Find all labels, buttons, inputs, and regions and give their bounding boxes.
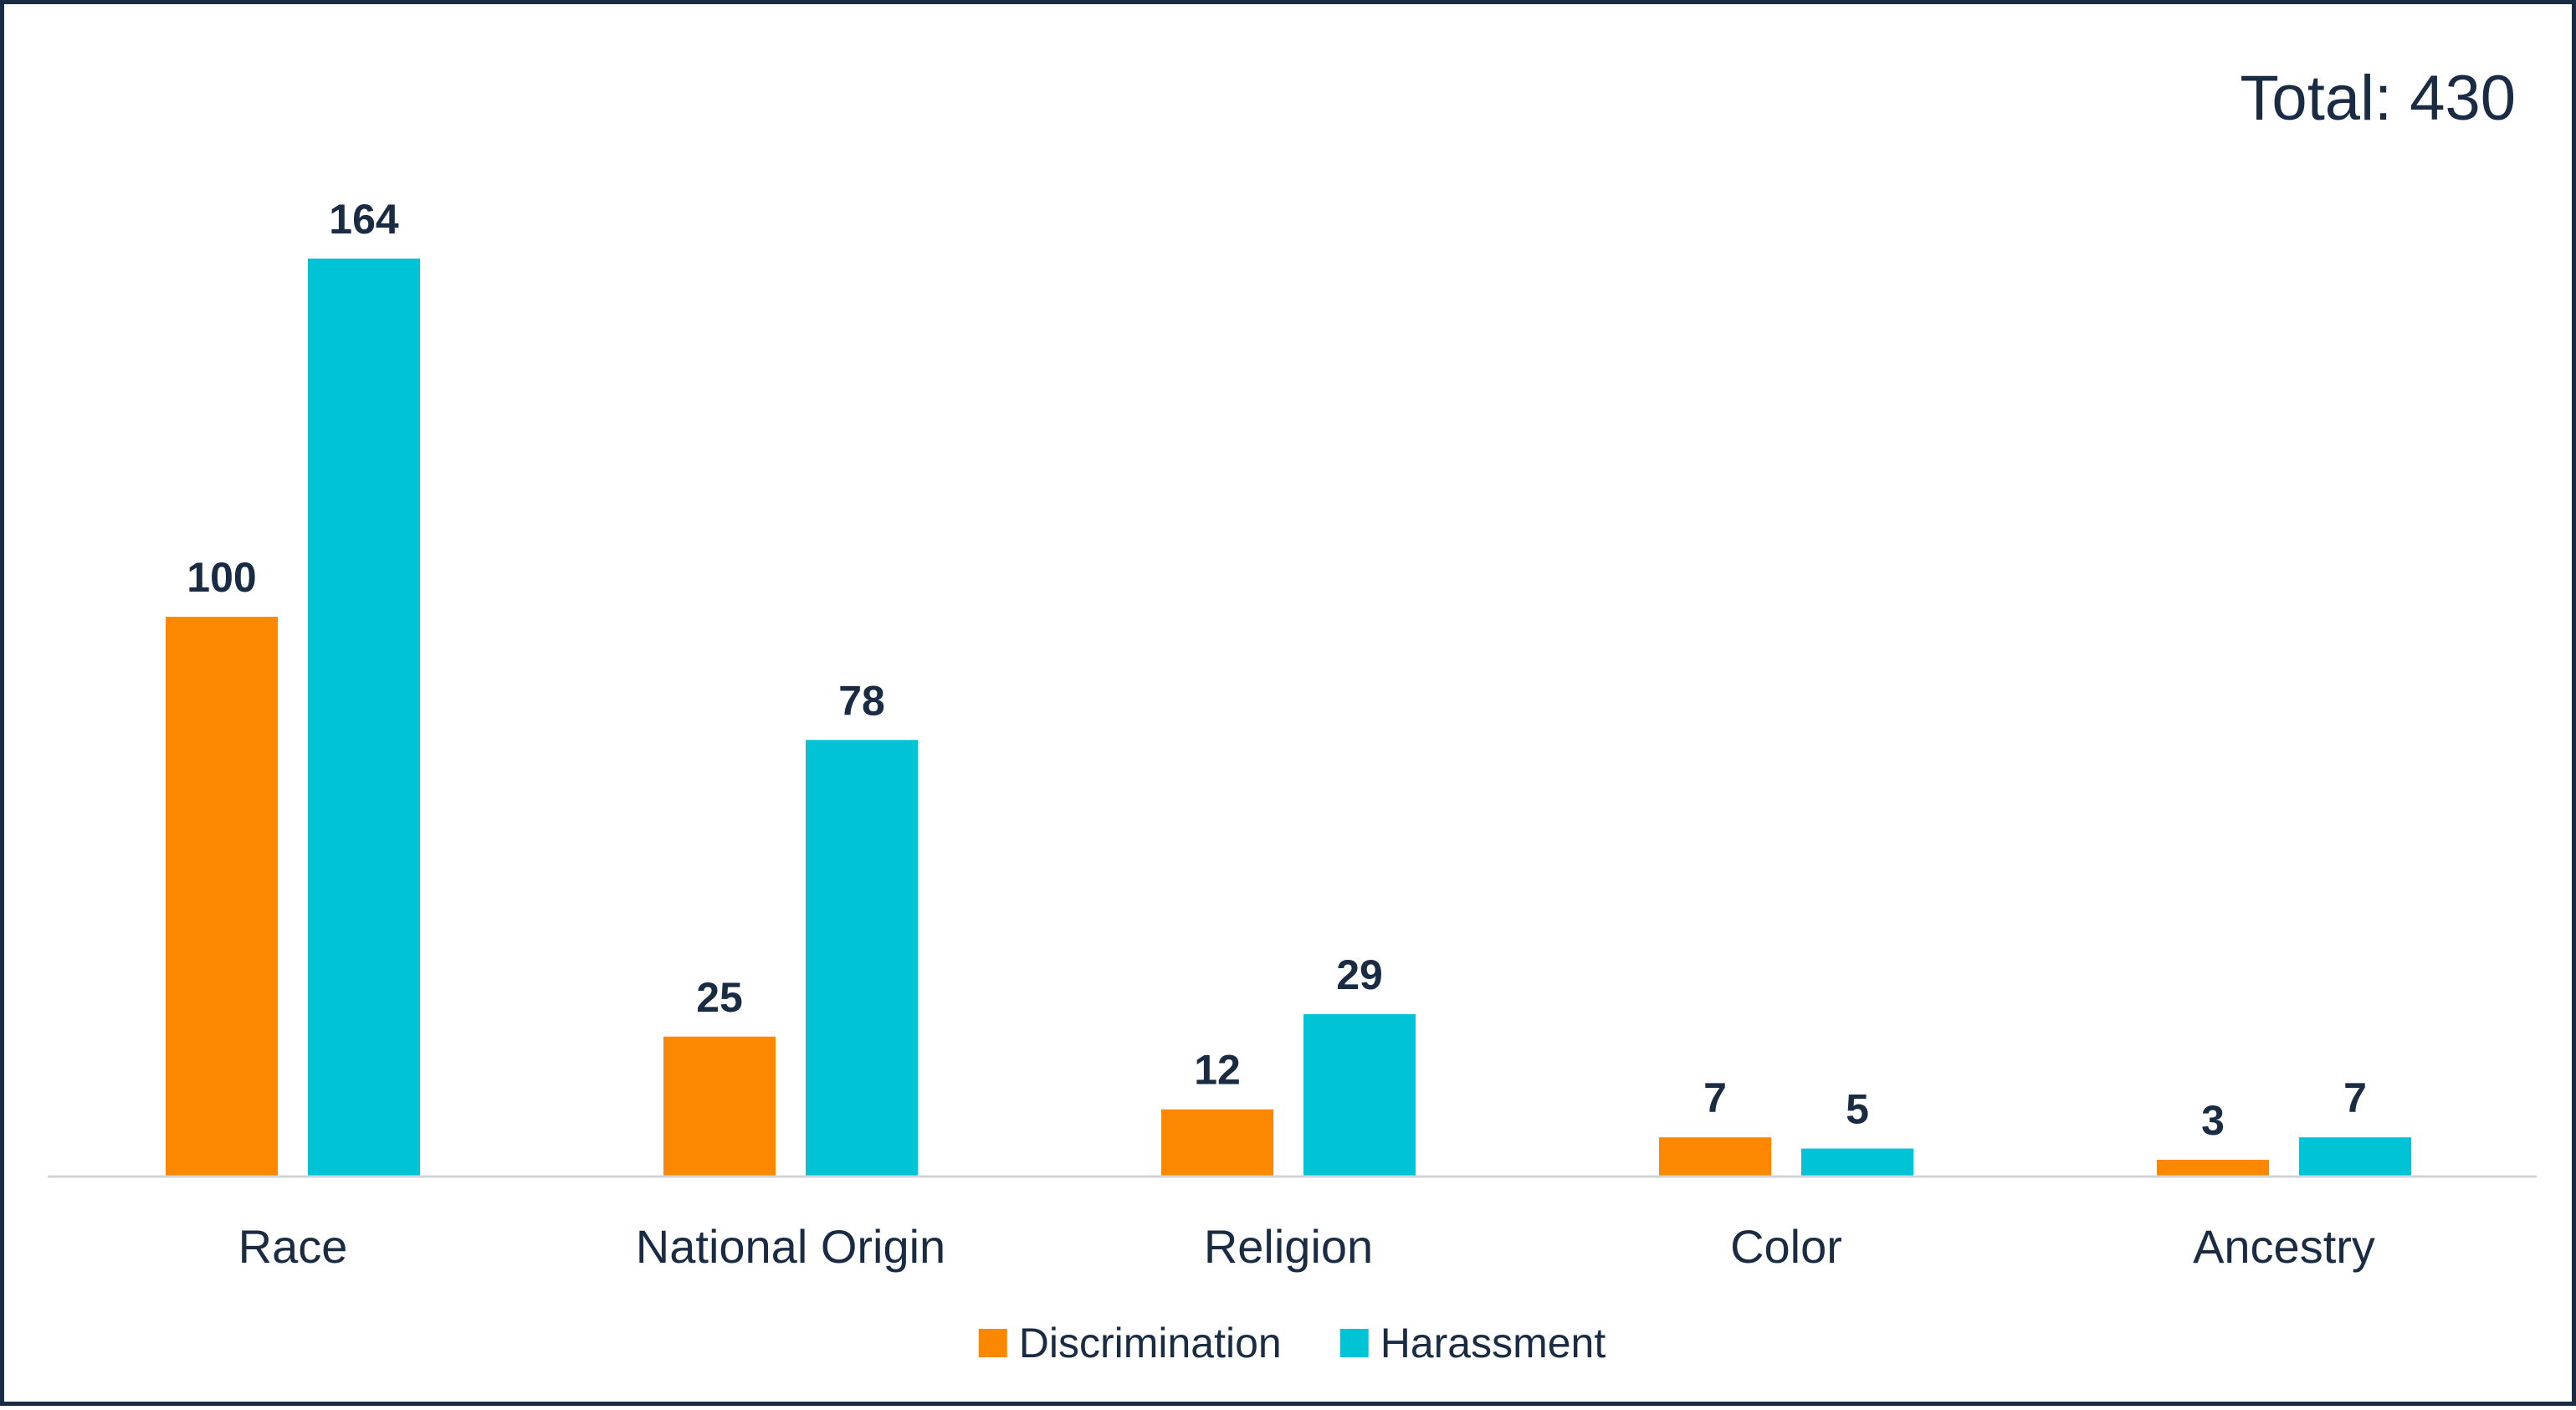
category-label-color: Color [1730, 1220, 1842, 1273]
bar-discrimination-religion [1161, 1109, 1273, 1177]
total-annotation: Total: 430 [2240, 63, 2516, 134]
value-label-harassment-national-origin: 78 [838, 677, 885, 724]
bar-discrimination-race [166, 617, 278, 1177]
bar-discrimination-color [1659, 1137, 1771, 1177]
category-label-race: Race [238, 1220, 348, 1273]
legend-swatch-harassment [1339, 1329, 1369, 1357]
bar-discrimination-ancestry [2157, 1159, 2269, 1177]
value-label-harassment-race: 164 [329, 196, 399, 243]
value-label-harassment-color: 5 [1846, 1086, 1869, 1133]
value-label-discrimination-race: 100 [187, 554, 256, 601]
legend-label-harassment: Harassment [1380, 1320, 1606, 1366]
value-label-discrimination-color: 7 [1703, 1074, 1727, 1121]
value-labels-group: 100 164 25 78 12 29 7 5 3 7 [187, 196, 2367, 1144]
value-label-discrimination-national-origin: 25 [696, 974, 743, 1021]
bar-harassment-national-origin [806, 740, 918, 1177]
category-labels-group: Race National Origin Religion Color Ancestry [238, 1220, 2375, 1273]
bar-harassment-race [308, 259, 420, 1177]
legend-label-discrimination: Discrimination [1019, 1320, 1282, 1366]
value-label-harassment-ancestry: 7 [2343, 1074, 2367, 1121]
bar-chart: Total: 430 100 164 25 78 12 29 7 5 3 7 Race Nation… [48, 63, 2537, 1366]
category-label-national-origin: National Origin [636, 1220, 945, 1273]
category-label-ancestry: Ancestry [2193, 1220, 2375, 1273]
bar-harassment-ancestry [2299, 1137, 2411, 1177]
legend-swatch-discrimination [978, 1329, 1007, 1357]
bar-harassment-religion [1303, 1014, 1416, 1177]
legend: Discrimination Harassment [978, 1320, 1606, 1366]
bar-discrimination-national-origin [663, 1036, 776, 1177]
value-label-discrimination-ancestry: 3 [2201, 1097, 2225, 1144]
bar-harassment-color [1801, 1148, 1913, 1177]
value-label-harassment-religion: 29 [1336, 951, 1383, 998]
value-label-discrimination-religion: 12 [1194, 1047, 1241, 1094]
category-label-religion: Religion [1204, 1220, 1373, 1273]
bars-group [166, 259, 2411, 1177]
